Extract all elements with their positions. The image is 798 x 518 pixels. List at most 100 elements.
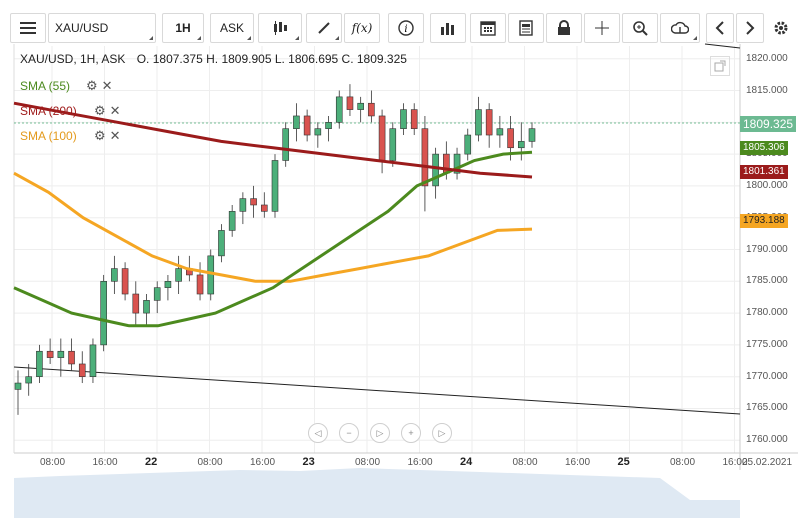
menu-button[interactable] <box>10 13 46 43</box>
time-axis-label: 08:00 <box>40 457 66 468</box>
candle <box>228 204 236 237</box>
time-axis-label: 16:00 <box>250 457 276 468</box>
indicator-sma100[interactable]: SMA (100) ⚙ ✕ <box>20 128 121 144</box>
bars-icon <box>441 23 454 35</box>
news-button[interactable] <box>508 13 544 43</box>
price-type-selector[interactable]: ASK <box>210 13 254 43</box>
info-button[interactable]: i <box>388 13 424 43</box>
sma100-price-tag: 1793.188 <box>740 214 788 228</box>
candle <box>175 255 182 295</box>
indicator-label: SMA (200) <box>20 104 77 118</box>
candle <box>164 274 172 301</box>
candle <box>14 370 22 415</box>
zoom-button[interactable] <box>622 13 658 43</box>
time-axis-label: 08:00 <box>512 457 538 468</box>
price-type-label: ASK <box>219 21 244 35</box>
settings-icon <box>774 21 788 35</box>
candle <box>100 274 107 352</box>
candle <box>293 103 300 142</box>
candle <box>25 363 33 396</box>
candle <box>421 115 429 212</box>
gear-icon[interactable]: ⚙ <box>94 103 106 118</box>
candle <box>239 192 247 225</box>
zoom-in-button[interactable]: + <box>401 423 421 443</box>
candle <box>303 109 311 142</box>
lock-button[interactable] <box>546 13 582 43</box>
indicator-label: SMA (100) <box>20 129 77 143</box>
candle <box>143 294 150 326</box>
candle <box>57 338 65 377</box>
candle <box>528 122 536 148</box>
candle <box>400 103 407 136</box>
indicator-sma200[interactable]: SMA (200) ⚙ ✕ <box>20 103 121 119</box>
candle <box>282 122 290 167</box>
candle <box>432 147 439 199</box>
zoom-out-button[interactable]: − <box>339 423 359 443</box>
candle <box>89 338 97 384</box>
time-axis-label: 08:00 <box>670 457 696 468</box>
sma100-line <box>13 171 533 283</box>
candle <box>111 255 118 295</box>
price-axis-label: 1785.000 <box>746 275 788 287</box>
time-axis-label: 16:00 <box>407 457 433 468</box>
price-axis-label: 1775.000 <box>746 338 788 350</box>
upload-button[interactable] <box>660 13 700 43</box>
candle <box>389 122 397 167</box>
candle <box>368 90 375 123</box>
price-axis-label: 1780.000 <box>746 307 788 319</box>
gear-icon[interactable]: ⚙ <box>86 78 98 93</box>
reset-view-button[interactable]: ▷ <box>370 423 390 443</box>
candlestick-series <box>14 84 536 415</box>
settings-button[interactable] <box>768 13 794 43</box>
candle <box>485 103 493 148</box>
scroll-right-button[interactable]: ▷ <box>432 423 452 443</box>
symbol-selector[interactable]: XAU/USD <box>48 13 156 43</box>
close-icon[interactable]: ✕ <box>101 78 113 93</box>
toolbar: XAU/USD 1H ASK f(x) i <box>0 0 798 44</box>
candle <box>153 281 161 314</box>
chart-type-button[interactable] <box>258 13 302 43</box>
price-axis-label: 1800.000 <box>746 179 788 191</box>
candle <box>132 281 140 326</box>
time-axis-label: 22 <box>145 456 158 468</box>
timeframe-selector[interactable]: 1H <box>162 13 204 43</box>
prev-icon <box>715 21 724 35</box>
scroll-left-button[interactable]: ◁ <box>308 423 328 443</box>
candle <box>218 224 225 263</box>
next-button[interactable] <box>736 13 764 43</box>
time-axis-label: 16:00 <box>565 457 591 468</box>
indicator-sma55[interactable]: SMA (55) ⚙ ✕ <box>20 78 113 94</box>
upload-icon <box>671 21 689 34</box>
calendar-button[interactable] <box>470 13 506 43</box>
crosshair-button[interactable] <box>584 13 620 43</box>
crosshair-icon <box>595 21 609 35</box>
bars-button[interactable] <box>430 13 466 43</box>
price-axis-label: 1765.000 <box>746 402 788 414</box>
draw-icon <box>318 22 330 34</box>
expand-chart-button[interactable] <box>710 56 730 76</box>
sma55-line <box>13 150 533 328</box>
candle <box>314 122 322 148</box>
info-icon: i <box>398 20 414 36</box>
trend-line-top <box>704 43 741 49</box>
candle <box>271 154 279 218</box>
time-axis-label: 25 <box>617 456 630 468</box>
candle <box>464 128 472 161</box>
candle <box>453 147 461 180</box>
prev-button[interactable] <box>706 13 734 43</box>
current-price-tag: 1809.325 <box>740 116 797 132</box>
time-axis-label: 16:00 <box>92 457 118 468</box>
indicators-button[interactable]: f(x) <box>344 13 380 43</box>
price-axis-label: 1760.000 <box>746 434 788 446</box>
draw-tools-button[interactable] <box>306 13 342 43</box>
svg-text:i: i <box>404 24 407 35</box>
time-axis-label: 08:00 <box>197 457 223 468</box>
close-icon[interactable]: ✕ <box>109 103 121 118</box>
candle <box>36 344 43 384</box>
price-axis-label: 1820.000 <box>746 52 788 64</box>
candle <box>335 90 343 129</box>
close-icon[interactable]: ✕ <box>109 128 121 143</box>
price-axis-label: 1790.000 <box>746 243 788 255</box>
gear-icon[interactable]: ⚙ <box>94 128 106 143</box>
